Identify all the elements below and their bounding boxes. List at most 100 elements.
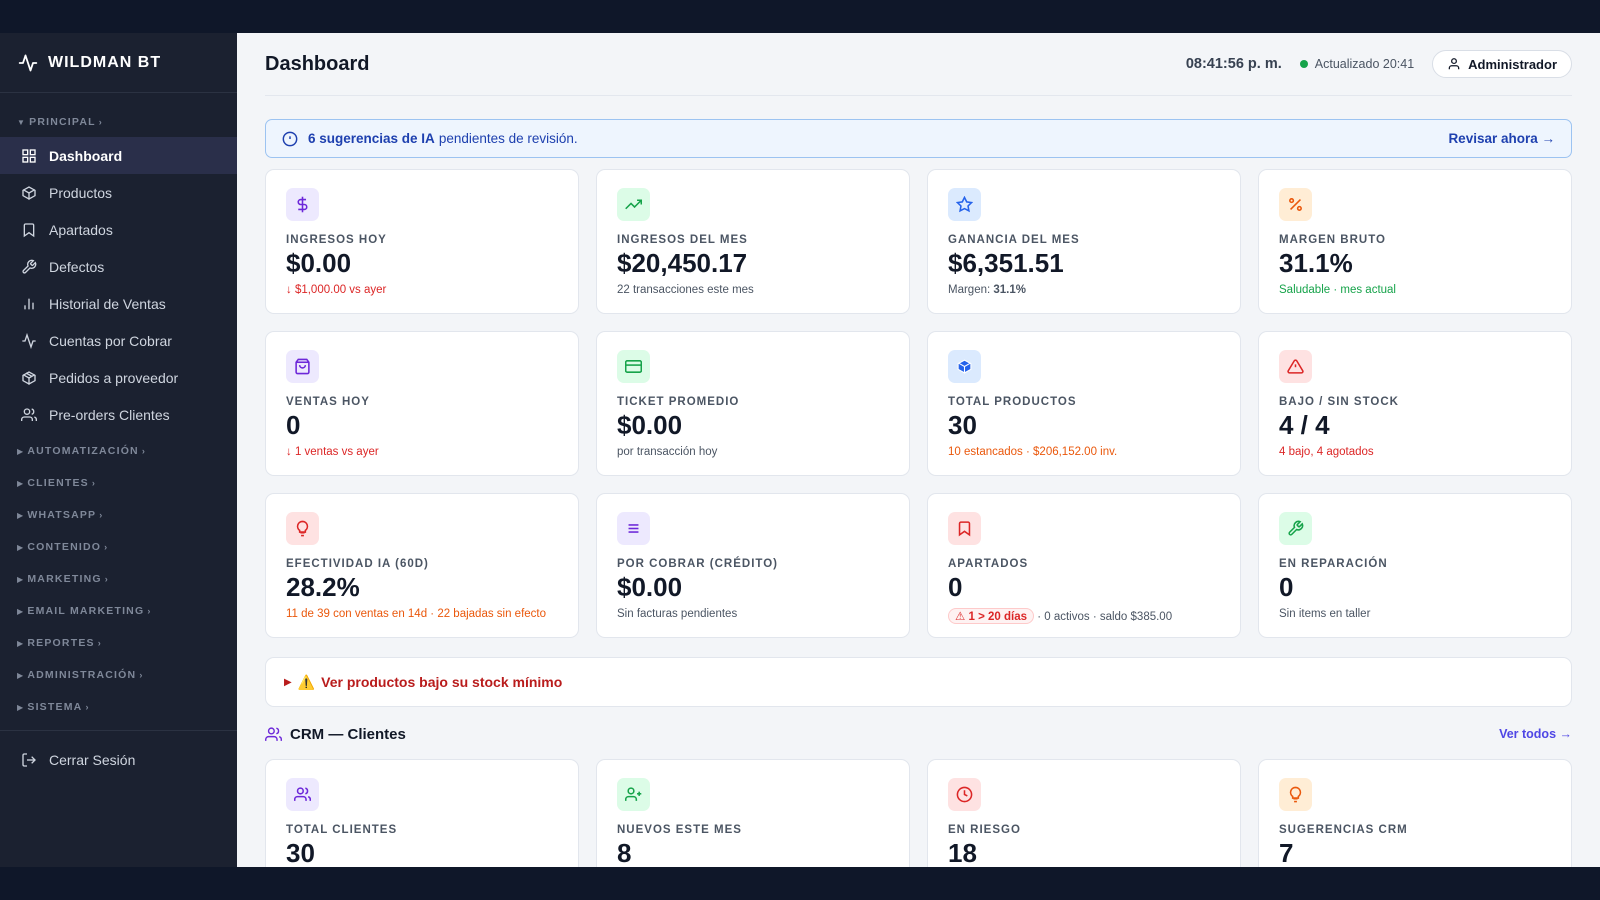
kpi-subtext-rest: · 0 activos · saldo $385.00 (1034, 611, 1173, 623)
kpi-value: 4 / 4 (1279, 410, 1330, 440)
kpi-value: 0 (1279, 572, 1294, 602)
kpi-card-efectividad-ia[interactable]: EFECTIVIDAD IA (60D) 28.2% 11 de 39 con … (265, 493, 579, 638)
main-content: Dashboard 08:41:56 p. m. Actualizado 20:… (237, 33, 1600, 867)
expand-arrow-icon: ▶ (284, 676, 292, 688)
sidebar-item-cuentas[interactable]: Cuentas por Cobrar (0, 322, 237, 359)
kpi-value: $6,351.51 (948, 248, 1064, 278)
chevron-right-icon: › (85, 702, 90, 712)
chevron-right-icon: › (104, 542, 109, 552)
chevron-right-icon: ▶ (17, 638, 25, 648)
chevron-right-icon: ▶ (17, 510, 25, 520)
section-principal[interactable]: ▼ PRINCIPAL › (0, 107, 237, 137)
cube-icon (948, 350, 981, 383)
kpi-card-ticket-promedio[interactable]: TICKET PROMEDIO $0.00 por transacción ho… (596, 331, 910, 476)
kpi-subtext: ⚠ 1 > 20 días · 0 activos · saldo $385.0… (948, 608, 1220, 624)
sidebar-item-productos[interactable]: Productos (0, 174, 237, 211)
crm-card-total-clientes[interactable]: TOTAL CLIENTES 30 (265, 759, 579, 867)
bookmark-icon (23, 222, 35, 237)
sidebar-item-preorders[interactable]: Pre-orders Clientes (0, 396, 237, 433)
user-plus-icon (617, 778, 650, 811)
section-marketing[interactable]: ▶ MARKETING › (0, 563, 237, 595)
kpi-subtext: 11 de 39 con ventas en 14d · 22 bajadas … (286, 608, 547, 620)
sidebar-item-historial[interactable]: Historial de Ventas (0, 285, 237, 322)
kpi-card-por-cobrar[interactable]: POR COBRAR (CRÉDITO) $0.00 Sin facturas … (596, 493, 910, 638)
overdue-badge: ⚠ 1 > 20 días (948, 608, 1035, 624)
kpi-subtext: por transacción hoy (617, 446, 718, 458)
kpi-card-ganancia-mes[interactable]: GANANCIA DEL MES $6,351.51 Margen: 31.1% (927, 169, 1241, 314)
kpi-value: 30 (948, 410, 977, 440)
activity-icon (18, 54, 38, 71)
kpi-grid-2: VENTAS HOY 0 ↓ 1 ventas vs ayer TICKET P… (265, 331, 1572, 476)
kpi-label: POR COBRAR (CRÉDITO) (617, 558, 778, 570)
star-icon (948, 188, 981, 221)
kpi-card-ingresos-mes[interactable]: INGRESOS DEL MES $20,450.17 22 transacci… (596, 169, 910, 314)
section-contenido[interactable]: ▶ CONTENIDO › (0, 531, 237, 563)
low-stock-toggle[interactable]: ▶ ⚠️ Ver productos bajo su stock mínimo (265, 657, 1572, 707)
kpi-card-en-reparacion[interactable]: EN REPARACIÓN 0 Sin items en taller (1258, 493, 1572, 638)
kpi-value: 28.2% (286, 572, 360, 602)
status-dot (1299, 60, 1308, 68)
kpi-card-apartados[interactable]: APARTADOS 0 ⚠ 1 > 20 días · 0 activos · … (927, 493, 1241, 638)
bar-chart-icon (24, 298, 34, 309)
section-sistema[interactable]: ▶ SISTEMA › (0, 691, 237, 723)
kpi-subtext: Margen: 31.1% (948, 284, 1220, 296)
users-icon (265, 726, 282, 741)
review-now-link[interactable]: Revisar ahora → (1448, 131, 1555, 146)
chevron-right-icon: › (104, 574, 109, 584)
kpi-value: 30 (286, 838, 315, 867)
user-menu-button[interactable]: Administrador (1432, 50, 1572, 78)
kpi-value: $0.00 (617, 572, 683, 602)
kpi-label: EN RIESGO (948, 824, 1021, 836)
section-automatizacion[interactable]: ▶ AUTOMATIZACIÓN › (0, 435, 237, 467)
kpi-label: EFECTIVIDAD IA (60D) (286, 558, 429, 570)
low-stock-toggle-label: Ver productos bajo su stock mínimo (321, 674, 563, 690)
sidebar-item-apartados[interactable]: Apartados (0, 211, 237, 248)
kpi-subtext: ↓ 1 ventas vs ayer (286, 446, 379, 458)
view-all-link[interactable]: Ver todos → (1499, 727, 1572, 741)
wrench-icon (1279, 512, 1312, 545)
sidebar-item-defectos[interactable]: Defectos (0, 248, 237, 285)
kpi-label: APARTADOS (948, 558, 1029, 570)
section-label: CLIENTES (27, 477, 89, 489)
kpi-card-ventas-hoy[interactable]: VENTAS HOY 0 ↓ 1 ventas vs ayer (265, 331, 579, 476)
clock: 08:41:56 p. m. (1185, 56, 1282, 72)
grid-icon (22, 148, 36, 163)
wrench-icon (22, 259, 37, 274)
kpi-card-margen-bruto[interactable]: MARGEN BRUTO 31.1% Saludable · mes actua… (1258, 169, 1572, 314)
kpi-subtext: 4 bajo, 4 agotados (1279, 446, 1374, 458)
package-icon (22, 370, 36, 385)
chevron-right-icon: ▶ (17, 606, 25, 616)
chevron-right-icon: › (97, 638, 102, 648)
kpi-card-ingresos-hoy[interactable]: INGRESOS HOY $0.00 ↓ $1,000.00 vs ayer (265, 169, 579, 314)
chevron-right-icon: › (141, 446, 147, 456)
kpi-value: 31.1% (1279, 248, 1353, 278)
bookmark-icon (948, 512, 981, 545)
kpi-label: INGRESOS HOY (286, 234, 387, 246)
app-window: WILDMAN BT ▼ PRINCIPAL › Dashboard Produ… (0, 33, 1600, 867)
section-email-marketing[interactable]: ▶ EMAIL MARKETING › (0, 595, 237, 627)
sidebar-item-label: Cuentas por Cobrar (49, 332, 172, 349)
crm-card-nuevos[interactable]: NUEVOS ESTE MES 8 (596, 759, 910, 867)
info-icon (282, 131, 298, 146)
sidebar-item-label: Pedidos a proveedor (49, 369, 179, 386)
kpi-value: 7 (1279, 838, 1294, 867)
section-reportes[interactable]: ▶ REPORTES › (0, 627, 237, 659)
kpi-label: GANANCIA DEL MES (948, 234, 1080, 246)
kpi-card-total-productos[interactable]: TOTAL PRODUCTOS 30 10 estancados · $206,… (927, 331, 1241, 476)
sidebar-item-pedidos[interactable]: Pedidos a proveedor (0, 359, 237, 396)
logout-label: Cerrar Sesión (49, 751, 136, 768)
sidebar-item-dashboard[interactable]: Dashboard (0, 137, 237, 174)
section-clientes[interactable]: ▶ CLIENTES › (0, 467, 237, 499)
credit-card-icon (617, 350, 650, 383)
section-administracion[interactable]: ▶ ADMINISTRACIÓN › (0, 659, 237, 691)
chevron-right-icon: ▶ (17, 478, 25, 488)
brand[interactable]: WILDMAN BT (0, 33, 237, 93)
crm-card-sugerencias[interactable]: SUGERENCIAS CRM 7 (1258, 759, 1572, 867)
logout-icon (22, 752, 36, 767)
kpi-card-bajo-stock[interactable]: BAJO / SIN STOCK 4 / 4 4 bajo, 4 agotado… (1258, 331, 1572, 476)
crm-card-en-riesgo[interactable]: EN RIESGO 18 (927, 759, 1241, 867)
section-whatsapp[interactable]: ▶ WHATSAPP › (0, 499, 237, 531)
user-icon (1448, 58, 1460, 70)
logout-button[interactable]: Cerrar Sesión (0, 741, 237, 778)
chevron-right-icon: › (99, 510, 104, 520)
